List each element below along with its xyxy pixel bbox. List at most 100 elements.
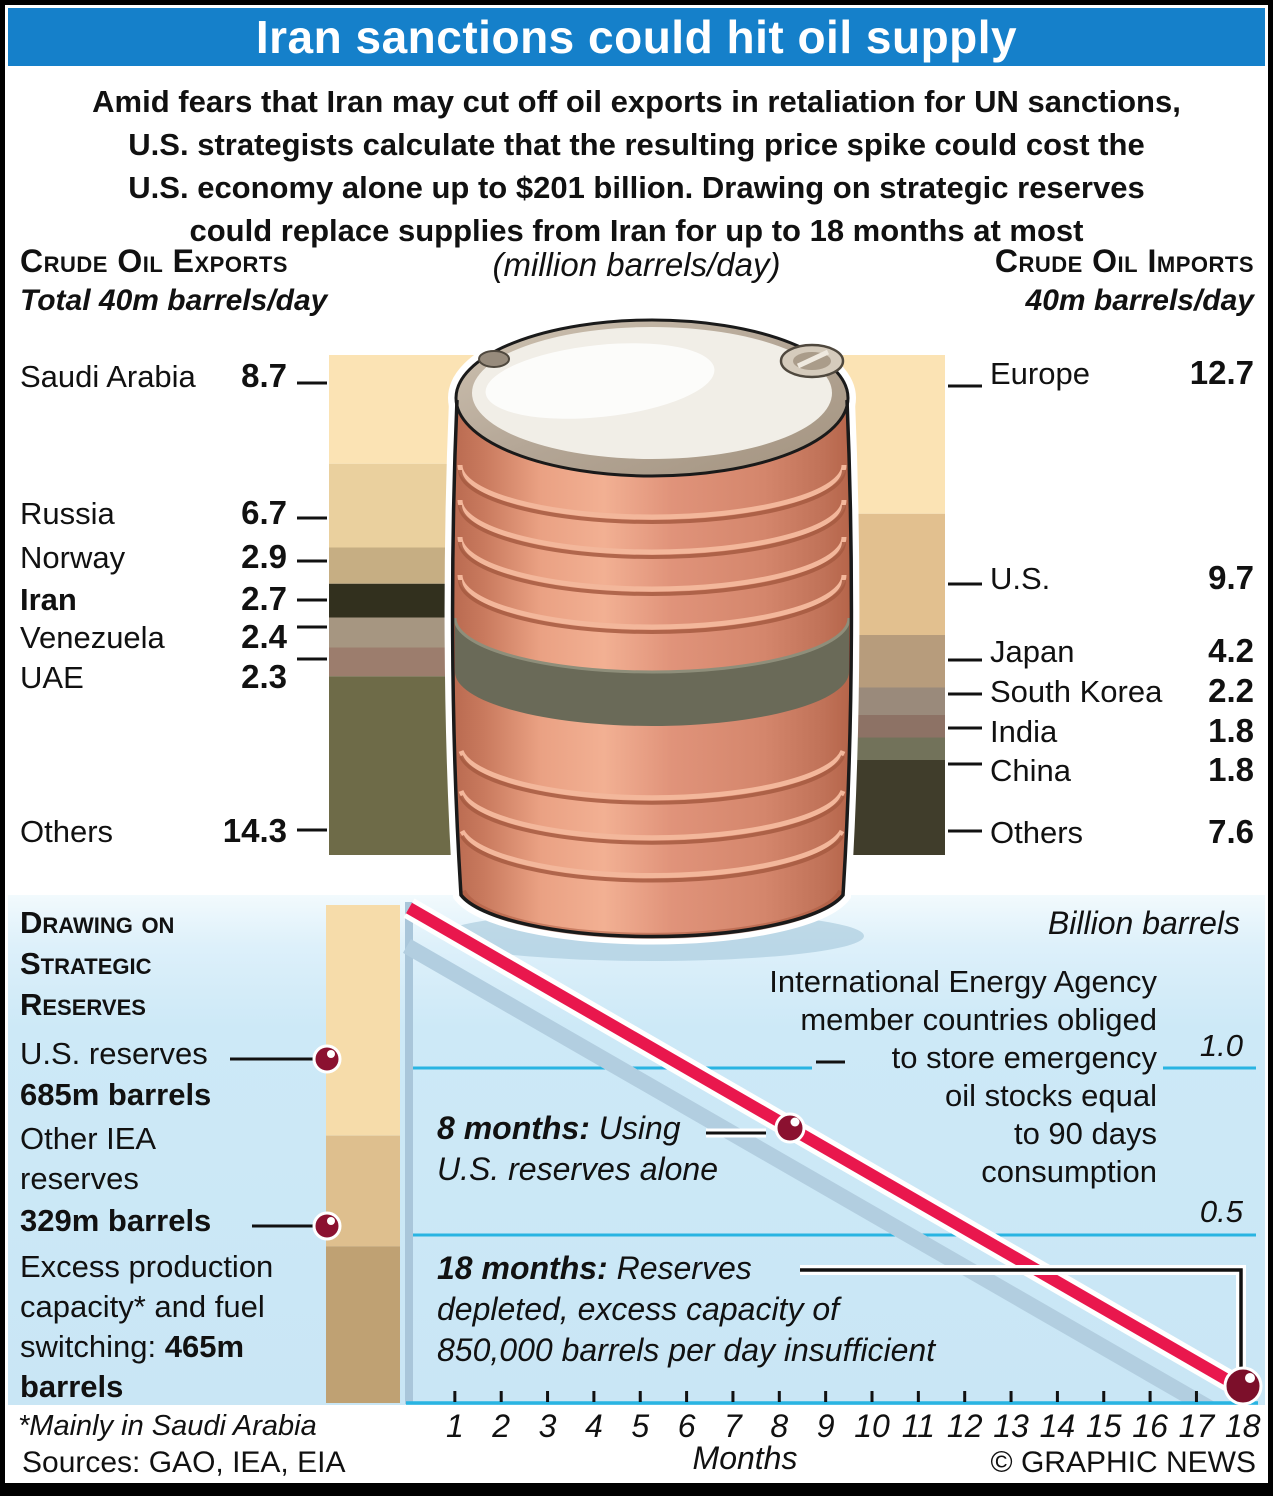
iea-note-line: member countries obliged: [800, 1002, 1157, 1037]
reserves-label-line: Other IEA: [20, 1121, 156, 1157]
barrel-bung-small: [478, 350, 510, 368]
intro-line: Amid fears that Iran may cut off oil exp…: [92, 84, 1181, 119]
month-label: 13: [993, 1408, 1029, 1444]
month-label: 4: [584, 1408, 603, 1444]
imports-subheading: 40m barrels/day: [1025, 284, 1254, 317]
import-value: 2.2: [1208, 672, 1254, 709]
export-label: Russia: [20, 496, 115, 531]
month-label: 3: [538, 1408, 557, 1444]
annotation-8-months: 8 months: Using U.S. reserves alone: [437, 1108, 718, 1190]
export-label: Norway: [20, 540, 126, 575]
month-label: 1: [445, 1408, 464, 1444]
text-run: Using: [589, 1110, 681, 1146]
export-row: UAE 2.3: [20, 658, 287, 696]
intro-paragraph: Amid fears that Iran may cut off oil exp…: [0, 80, 1273, 252]
reserves-label-line: capacity* and fuel: [20, 1289, 265, 1325]
imports-heading: Crude Oil Imports: [994, 243, 1254, 279]
depletion-line: [406, 902, 1246, 1395]
iea-note-line: to 90 days: [1013, 1116, 1157, 1151]
import-row: Others 7.6: [990, 813, 1254, 851]
import-row: U.S. 9.7: [990, 559, 1254, 597]
footnote: *Mainly in Saudi Arabia: [18, 1410, 317, 1442]
exports-ticks: [297, 381, 327, 832]
export-label: Venezuela: [20, 620, 165, 655]
reserves-stacked-bar: [326, 905, 400, 1403]
import-value: 12.7: [1189, 354, 1254, 391]
import-label: Europe: [990, 356, 1090, 391]
text-run: 329m barrels: [20, 1203, 212, 1238]
text-run: 465m: [164, 1329, 245, 1364]
import-row: China 1.8: [990, 751, 1254, 789]
export-row: Saudi Arabia 8.7: [20, 357, 287, 395]
export-label: UAE: [20, 660, 84, 695]
import-label: Others: [990, 815, 1084, 850]
import-row: Europe 12.7: [990, 354, 1254, 392]
reserves-label-line: switching: 465m: [20, 1329, 244, 1365]
imports-ticks: [948, 384, 982, 833]
text-run: Excess production: [20, 1249, 274, 1284]
reserves-label-line: 685m barrels: [20, 1077, 211, 1113]
export-value: 2.9: [241, 538, 287, 575]
oil-barrel-illustration: [444, 312, 860, 945]
ytick-1.0: 1.0: [1199, 1028, 1243, 1063]
month-label: 2: [492, 1408, 511, 1444]
month-ticks: [453, 1391, 1245, 1402]
depletion-line-shadow: [403, 939, 1219, 1404]
text-run: reserves: [20, 1161, 139, 1196]
unit-note: (million barrels/day): [492, 246, 781, 283]
month-label: 9: [816, 1408, 835, 1444]
export-label: Others: [20, 814, 114, 849]
import-row: India 1.8: [990, 712, 1254, 750]
exports-subheading: Total 40m barrels/day: [20, 284, 328, 317]
month-label: 18: [1225, 1408, 1261, 1444]
export-label: Iran: [20, 582, 77, 617]
import-row: Japan 4.2: [990, 632, 1254, 670]
month-label: 16: [1132, 1408, 1168, 1444]
iea-note-line: International Energy Agency: [769, 964, 1157, 999]
intro-line: U.S. strategists calculate that the resu…: [128, 127, 1145, 162]
text-run: switching:: [20, 1329, 165, 1364]
import-value: 1.8: [1208, 712, 1254, 749]
month-label: 12: [946, 1408, 983, 1444]
export-row: Russia 6.7: [20, 494, 287, 532]
text-run: Reserves: [607, 1250, 752, 1286]
intro-line: could replace supplies from Iran for up …: [189, 213, 1084, 248]
annotation-line: 8 months: Using: [437, 1108, 718, 1149]
export-value: 8.7: [241, 357, 287, 394]
ytick-0.5: 0.5: [1199, 1194, 1243, 1229]
y-axis-unit-label: Billion barrels: [1047, 905, 1240, 941]
intro-line: U.S. economy alone up to $201 billion. D…: [128, 170, 1145, 205]
reserves-heading: Drawing on Strategic Reserves: [20, 905, 175, 1022]
text-run: 8 months:: [437, 1110, 590, 1146]
title-bar: Iran sanctions could hit oil supply: [8, 8, 1265, 66]
iea-note-line: oil stocks equal: [945, 1078, 1157, 1113]
import-label: India: [990, 714, 1058, 749]
text-run: U.S. reserves alone: [437, 1151, 719, 1187]
iea-note-line: consumption: [981, 1154, 1157, 1189]
y-axis-line: [405, 902, 413, 1404]
8-months-point-highlight: [790, 1117, 800, 1127]
iea-reserves-dot-highlight: [327, 1217, 335, 1225]
export-value: 2.7: [241, 580, 287, 617]
us-reserves-dot-highlight: [327, 1050, 335, 1058]
month-label: 5: [631, 1408, 650, 1444]
export-row: Iran 2.7: [20, 580, 287, 618]
page-title: Iran sanctions could hit oil supply: [255, 11, 1018, 63]
barrel-bung-slash: [796, 349, 830, 369]
barrel-outline: [450, 399, 854, 939]
export-row: Norway 2.9: [20, 538, 287, 576]
18-months-leader: [800, 1268, 1243, 1378]
exports-heading: Crude Oil Exports: [20, 243, 288, 279]
iea-note-line: to store emergency: [891, 1040, 1157, 1075]
import-value: 7.6: [1208, 813, 1254, 850]
barrel-ridges: [457, 464, 847, 883]
export-row: Venezuela 2.4: [20, 618, 287, 656]
annotation-18-months: 18 months: Reserves depleted, excess capa…: [437, 1248, 935, 1371]
month-label: 14: [1039, 1408, 1076, 1444]
text-run: barrels: [20, 1369, 124, 1404]
import-label: South Korea: [990, 674, 1163, 709]
import-value: 1.8: [1208, 751, 1254, 788]
text-run: U.S. reserves: [20, 1036, 208, 1071]
import-value: 9.7: [1208, 559, 1254, 596]
